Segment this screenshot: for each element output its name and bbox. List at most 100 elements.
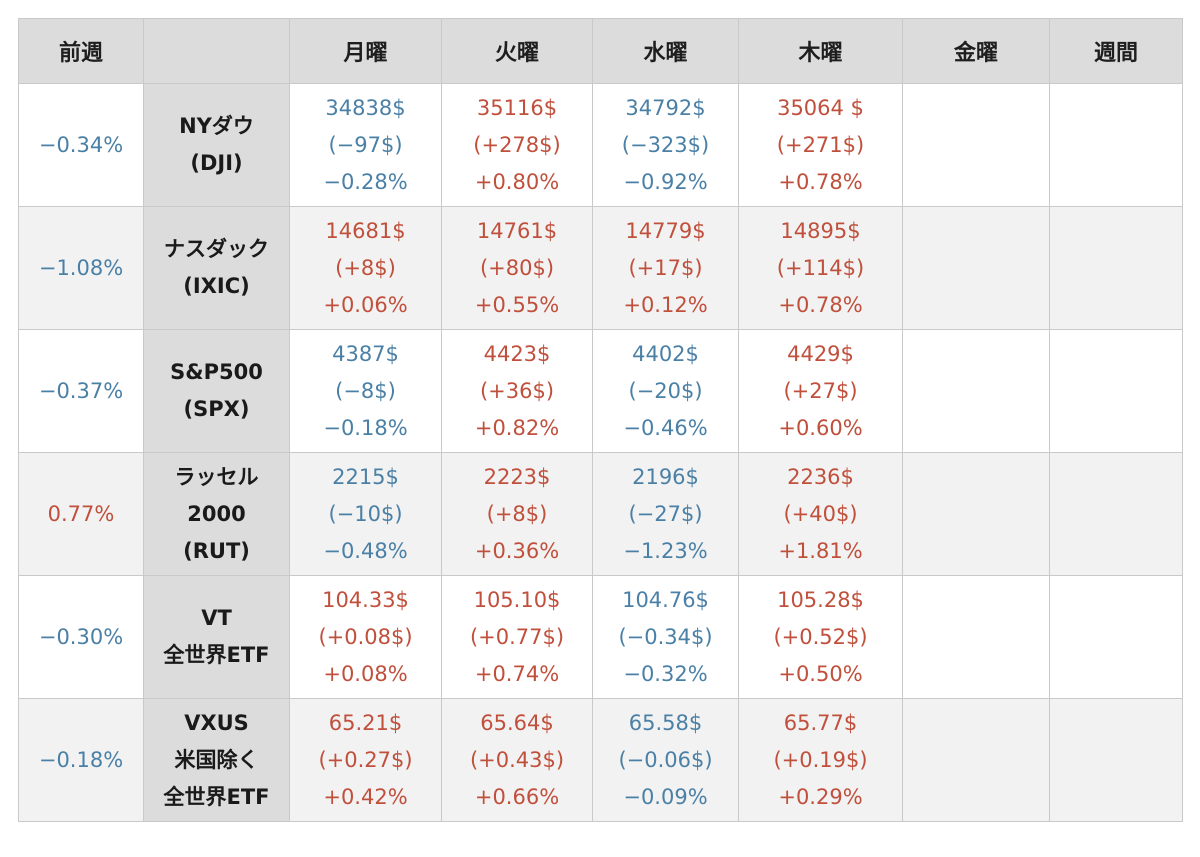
change-amount: (+17$) — [628, 255, 703, 280]
price-value: 2236$ — [787, 464, 854, 489]
header-monday: 月曜 — [289, 18, 442, 84]
header-row: 前週 月曜 火曜 水曜 木曜 金曜 週間 — [18, 18, 1183, 84]
header-friday: 金曜 — [902, 18, 1050, 84]
change-amount: (+0.08$) — [318, 624, 413, 649]
price-value: 14761$ — [476, 218, 558, 243]
price-value: 65.58$ — [628, 710, 703, 735]
change-amount: (+114$) — [776, 255, 865, 280]
day-cell-wednesday: 34792$ (−323$) −0.92% — [592, 83, 739, 207]
index-name-line: VT — [201, 606, 232, 630]
header-week: 週間 — [1049, 18, 1183, 84]
change-percent: −0.92% — [623, 169, 708, 194]
table-row: 0.77% ラッセル 2000 (RUT) 2215$ (−10$) −0.48% 2223$… — [18, 452, 1183, 576]
price-value: 104.33$ — [322, 587, 409, 612]
index-name-line: S&P500 — [170, 360, 263, 384]
table-row: −0.18% VXUS 米国除く 全世界ETF 65.21$ (+0.27$) +0.42%… — [18, 698, 1183, 822]
change-percent: +1.81% — [778, 538, 863, 563]
index-name-line: 米国除く — [174, 747, 259, 772]
day-cell-monday: 65.21$ (+0.27$) +0.42% — [289, 698, 442, 822]
change-percent: +0.12% — [623, 292, 708, 317]
price-value: 2196$ — [632, 464, 699, 489]
change-amount: (+80$) — [479, 255, 555, 280]
change-amount: (+40$) — [783, 501, 858, 526]
day-cell-thursday: 4429$ (+27$) +0.60% — [738, 329, 903, 453]
index-name: ラッセル 2000 (RUT) — [143, 452, 290, 576]
index-name-line: 全世界ETF — [163, 784, 270, 809]
week-cell — [1049, 698, 1183, 822]
price-value: 104.76$ — [622, 587, 709, 612]
change-amount: (−97$) — [328, 132, 403, 157]
price-value: 4423$ — [483, 341, 551, 366]
change-amount: (+0.77$) — [469, 624, 565, 649]
prev-week-value: −1.08% — [38, 255, 124, 280]
day-cell-thursday: 14895$ (+114$) +0.78% — [738, 206, 903, 330]
price-value: 105.10$ — [473, 587, 561, 612]
day-cell-wednesday: 14779$ (+17$) +0.12% — [592, 206, 739, 330]
prev-week-change: −1.08% — [18, 206, 144, 330]
prev-week-value: −0.18% — [38, 747, 124, 772]
index-name: S&P500 (SPX) — [143, 329, 290, 453]
day-cell-tuesday: 4423$ (+36$) +0.82% — [441, 329, 593, 453]
change-amount: (+0.43$) — [469, 747, 565, 772]
week-cell — [1049, 83, 1183, 207]
day-cell-friday — [902, 329, 1050, 453]
change-amount: (−0.34$) — [618, 624, 713, 649]
week-cell — [1049, 452, 1183, 576]
price-value: 4387$ — [332, 341, 399, 366]
day-cell-friday — [902, 575, 1050, 699]
change-percent: −0.18% — [323, 415, 408, 440]
change-amount: (−8$) — [335, 378, 396, 403]
change-amount: (−20$) — [628, 378, 703, 403]
prev-week-value: 0.77% — [47, 501, 115, 526]
prev-week-change: −0.37% — [18, 329, 144, 453]
change-percent: +0.60% — [778, 415, 863, 440]
table-body: −0.34% NYダウ (DJI) 34838$ (−97$) −0.28% 35116$ (… — [18, 83, 1183, 822]
change-amount: (+271$) — [776, 132, 865, 157]
prev-week-value: −0.34% — [38, 132, 124, 157]
change-percent: +0.29% — [778, 784, 863, 809]
change-percent: +0.36% — [474, 538, 560, 563]
day-cell-monday: 104.33$ (+0.08$) +0.08% — [289, 575, 442, 699]
weekly-market-table: 前週 月曜 火曜 水曜 木曜 金曜 週間 −0.34% NYダウ (DJI) 3483… — [18, 18, 1183, 822]
price-value: 34838$ — [325, 95, 406, 120]
prev-week-change: 0.77% — [18, 452, 144, 576]
change-amount: (+8$) — [335, 255, 396, 280]
price-value: 14779$ — [625, 218, 706, 243]
change-amount: (+0.52$) — [773, 624, 868, 649]
change-percent: +0.50% — [778, 661, 863, 686]
day-cell-friday — [902, 206, 1050, 330]
change-percent: +0.06% — [323, 292, 408, 317]
table-row: −1.08% ナスダック (IXIC) 14681$ (+8$) +0.06% 14761$… — [18, 206, 1183, 330]
prev-week-value: −0.30% — [38, 624, 124, 649]
price-value: 65.77$ — [783, 710, 858, 735]
day-cell-thursday: 105.28$ (+0.52$) +0.50% — [738, 575, 903, 699]
change-percent: −0.28% — [323, 169, 408, 194]
index-name-line: 2000 — [187, 501, 246, 526]
header-prev-week: 前週 — [18, 18, 144, 84]
market-table-container: 前週 月曜 火曜 水曜 木曜 金曜 週間 −0.34% NYダウ (DJI) 3483… — [18, 18, 1183, 822]
change-percent: −0.09% — [623, 784, 708, 809]
day-cell-friday — [902, 452, 1050, 576]
table-row: −0.34% NYダウ (DJI) 34838$ (−97$) −0.28% 35116$ (… — [18, 83, 1183, 207]
day-cell-tuesday: 35116$ (+278$) +0.80% — [441, 83, 593, 207]
week-cell — [1049, 575, 1183, 699]
day-cell-wednesday: 104.76$ (−0.34$) −0.32% — [592, 575, 739, 699]
change-amount: (+8$) — [486, 501, 548, 526]
index-name: VT 全世界ETF — [143, 575, 290, 699]
change-amount: (−27$) — [628, 501, 703, 526]
day-cell-thursday: 35064 $ (+271$) +0.78% — [738, 83, 903, 207]
header-name — [143, 18, 290, 84]
day-cell-tuesday: 65.64$ (+0.43$) +0.66% — [441, 698, 593, 822]
day-cell-monday: 2215$ (−10$) −0.48% — [289, 452, 442, 576]
day-cell-monday: 4387$ (−8$) −0.18% — [289, 329, 442, 453]
prev-week-change: −0.34% — [18, 83, 144, 207]
day-cell-tuesday: 2223$ (+8$) +0.36% — [441, 452, 593, 576]
week-cell — [1049, 206, 1183, 330]
price-value: 14895$ — [780, 218, 861, 243]
change-amount: (+0.27$) — [318, 747, 413, 772]
price-value: 35064 $ — [777, 95, 864, 120]
day-cell-thursday: 2236$ (+40$) +1.81% — [738, 452, 903, 576]
price-value: 2215$ — [332, 464, 399, 489]
index-name: VXUS 米国除く 全世界ETF — [143, 698, 290, 822]
price-value: 35116$ — [476, 95, 558, 120]
